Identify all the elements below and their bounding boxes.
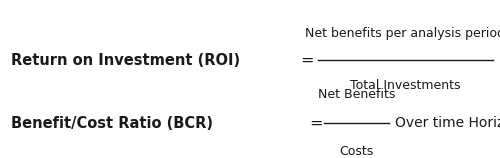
Text: Benefit/Cost Ratio (BCR): Benefit/Cost Ratio (BCR)	[11, 116, 213, 131]
Text: Costs: Costs	[340, 145, 374, 158]
Text: =: =	[309, 116, 323, 131]
Text: Net Benefits: Net Benefits	[318, 88, 395, 101]
Text: =: =	[301, 53, 314, 67]
Text: Net benefits per analysis period: Net benefits per analysis period	[305, 27, 500, 40]
Text: Total Investments: Total Investments	[350, 79, 460, 92]
Text: Over time Horizon: Over time Horizon	[395, 116, 500, 130]
Text: Return on Investment (ROI): Return on Investment (ROI)	[11, 53, 240, 67]
